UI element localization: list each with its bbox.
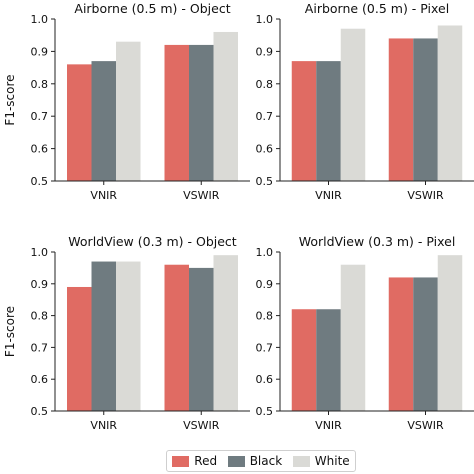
y-tick-label: 1.0 [31,13,49,26]
chart-panel-airborne-0-5-m-pixel: Airborne (0.5 m) - Pixel 0.5 0.6 0.7 0.8 0.9 1… [256,1,474,202]
bar-red-vnir [291,309,317,411]
legend-item-white: White [292,454,350,468]
bar-black-vswir [413,38,438,181]
y-tick-label: 0.8 [256,78,274,91]
y-axis-label: F1-score [3,306,17,357]
legend-swatch-black [227,455,245,467]
chart-title: Airborne (0.5 m) - Pixel [305,1,449,16]
chart-panel-worldview-0-3-m-object: WorldView (0.3 m) - Object 0.5 0.6 0.7 0.8 0.… [3,234,250,432]
legend-label-red: Red [194,454,218,468]
bar-red-vnir [67,286,92,411]
y-tick-label: 0.7 [31,341,49,354]
chart-title: WorldView (0.3 m) - Pixel [299,234,456,249]
legend-swatch-white [292,455,310,467]
bar-white-vnir [340,264,366,411]
bar-red-vswir [388,38,414,181]
chart-title: Airborne (0.5 m) - Object [74,1,230,16]
y-tick-label: 0.5 [256,405,274,418]
x-tick-label: VSWIR [183,189,220,202]
y-tick-label: 0.7 [31,110,49,123]
y-tick-label: 0.7 [256,341,274,354]
bar-red-vswir [388,277,414,411]
bar-black-vnir [316,309,341,411]
bar-black-vswir [189,44,214,181]
y-tick-label: 0.8 [31,78,49,91]
y-tick-label: 0.9 [31,278,49,291]
bar-white-vswir [213,31,238,182]
chart-legend: Red Black White [166,450,356,472]
y-tick-label: 0.9 [256,45,274,58]
y-tick-label: 1.0 [256,246,274,259]
y-axis-label: F1-score [3,74,17,125]
bar-white-vnir [116,41,141,182]
legend-label-black: Black [249,454,283,468]
bar-black-vnir [91,61,116,182]
y-tick-label: 0.5 [256,175,274,188]
chart-title: WorldView (0.3 m) - Object [68,234,237,249]
y-tick-label: 0.6 [256,373,274,386]
legend-swatch-red [172,455,190,467]
y-tick-label: 0.5 [31,175,49,188]
y-tick-label: 0.7 [256,110,274,123]
x-tick-label: VNIR [315,189,342,202]
y-tick-label: 0.9 [31,45,49,58]
bar-black-vnir [91,261,116,411]
legend-item-red: Red [172,454,217,468]
legend-item-black: Black [227,454,283,468]
bar-black-vswir [413,277,438,411]
y-tick-label: 0.6 [31,373,49,386]
x-tick-label: VSWIR [407,419,444,432]
bar-red-vswir [164,264,189,411]
bar-white-vnir [116,261,141,411]
y-tick-label: 0.5 [31,405,49,418]
y-tick-label: 0.9 [256,278,274,291]
bar-white-vswir [437,255,463,411]
x-tick-label: VNIR [90,419,117,432]
chart-panel-airborne-0-5-m-object: Airborne (0.5 m) - Object 0.5 0.6 0.7 0.8 0.9… [3,1,250,202]
bar-red-vnir [291,61,317,182]
bar-white-vnir [340,28,366,181]
bar-red-vswir [164,44,189,181]
chart-panel-worldview-0-3-m-pixel: WorldView (0.3 m) - Pixel 0.5 0.6 0.7 0.8 0.9… [256,234,474,432]
x-tick-label: VNIR [90,189,117,202]
x-tick-label: VNIR [315,419,342,432]
bar-red-vnir [67,64,92,181]
bar-black-vswir [189,267,214,411]
x-tick-label: VSWIR [183,419,220,432]
y-tick-label: 0.6 [256,143,274,156]
bar-black-vnir [316,61,341,182]
y-tick-label: 0.8 [256,310,274,323]
y-tick-label: 1.0 [256,13,274,26]
y-tick-label: 0.8 [31,310,49,323]
y-tick-label: 1.0 [31,246,49,259]
legend-label-white: White [314,454,350,468]
y-tick-label: 0.6 [31,143,49,156]
bar-white-vswir [437,25,463,182]
bar-white-vswir [213,255,238,411]
x-tick-label: VSWIR [407,189,444,202]
